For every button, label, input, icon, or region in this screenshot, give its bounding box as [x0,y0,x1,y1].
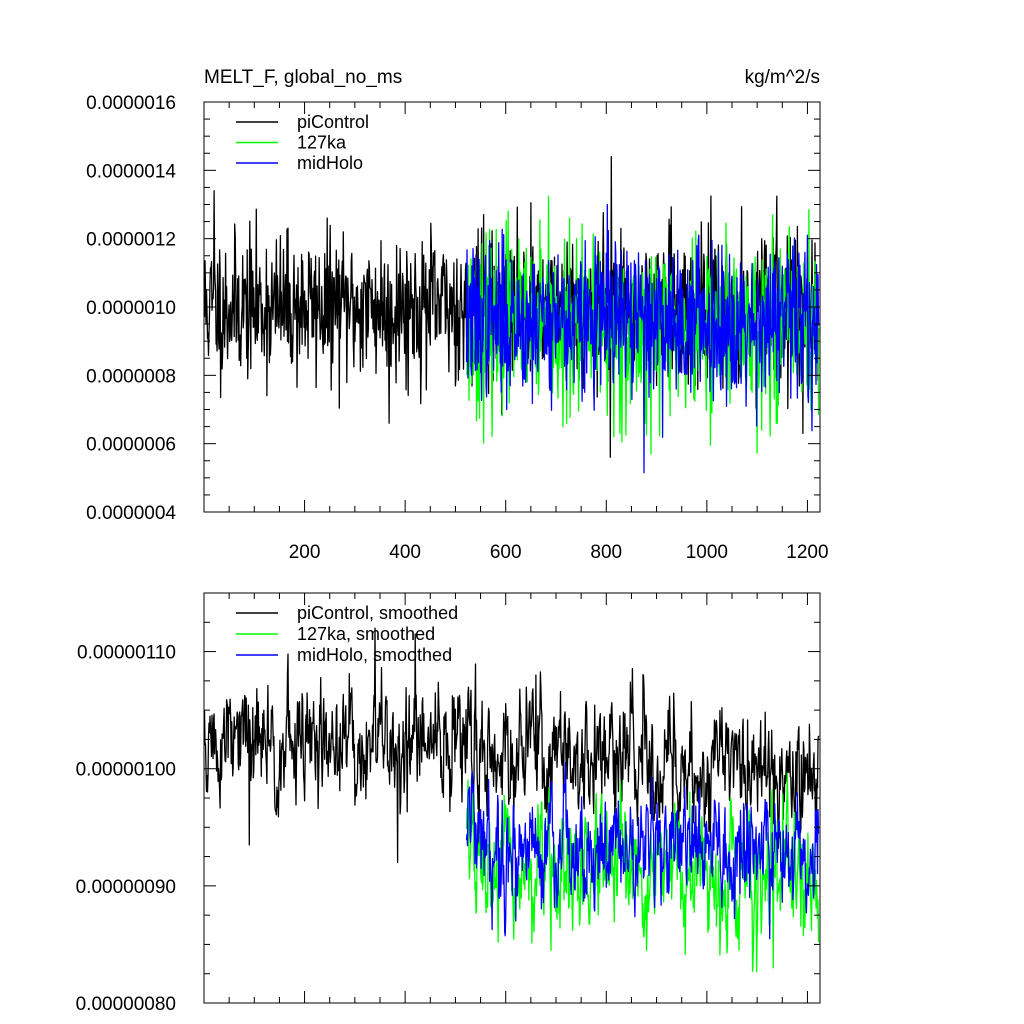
top-axis-ticks: 200 400 600 800 1000 1200 0.0000004 0.0000006 0.… [86,93,828,563]
series-line-midholo [465,203,820,474]
bottom-axis-ticks: 0.00000080 0.00000090 0.00000100 0.00000110 [76,592,820,1015]
y-tick-label: 0.0000016 [86,93,176,114]
y-tick-label: 0.00000080 [76,994,176,1015]
x-tick-label: 200 [289,542,321,563]
legend-label: piControl, smoothed [297,603,458,623]
legend-label: midHolo [297,153,363,173]
bottom-panel: 0.00000080 0.00000090 0.00000100 0.00000110… [76,592,821,1015]
series-line-midholo-smoothed [465,761,820,940]
top-chart-title: MELT_F, global_no_ms [204,67,402,88]
y-tick-label: 0.0000012 [86,230,176,251]
legend-label: piControl [297,112,369,132]
legend-label: 127ka [297,133,347,153]
legend-label: 127ka, smoothed [297,624,435,644]
top-series-layer [204,156,820,474]
x-tick-label: 600 [490,542,522,563]
top-panel: MELT_F, global_no_ms kg/m^2/s 200 400 600 8… [86,67,828,563]
y-tick-label: 0.00000090 [76,877,176,898]
top-chart-units: kg/m^2/s [745,67,820,88]
y-tick-label: 0.0000006 [86,435,176,456]
y-tick-label: 0.00000110 [77,643,176,664]
y-tick-label: 0.00000100 [76,760,176,781]
series-line-picontrol-smoothed [204,627,820,864]
y-tick-label: 0.0000004 [86,503,176,524]
y-tick-label: 0.0000008 [86,366,176,387]
x-tick-label: 1200 [786,542,828,563]
x-tick-label: 400 [389,542,421,563]
legend-label: midHolo, smoothed [297,645,452,665]
x-tick-label: 1000 [686,542,728,563]
x-tick-label: 800 [590,542,622,563]
bottom-series-layer [204,627,820,973]
y-tick-label: 0.0000014 [86,161,176,182]
y-tick-label: 0.0000010 [86,298,176,319]
